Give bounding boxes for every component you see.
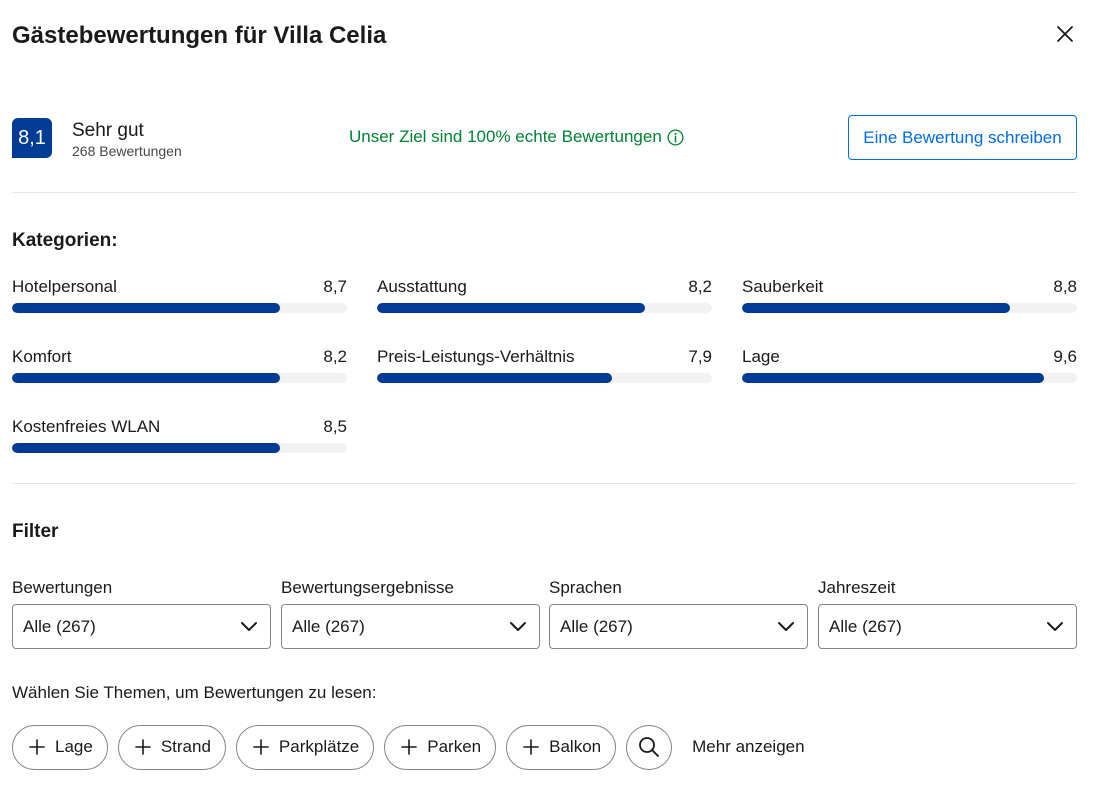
category-ausstattung: Ausstattung 8,2 xyxy=(377,277,712,317)
score-badge: 8,1 xyxy=(12,118,52,158)
filter-label: Sprachen xyxy=(549,578,622,597)
category-bar xyxy=(377,303,712,313)
close-button[interactable] xyxy=(1049,18,1081,50)
category-bar xyxy=(12,443,347,453)
plus-icon xyxy=(401,739,418,755)
topic-chips: Lage Strand Parkplätze Parken Balkon Meh… xyxy=(12,724,805,770)
categories-title: Kategorien: xyxy=(12,230,118,251)
show-more-link[interactable]: Mehr anzeigen xyxy=(692,737,805,756)
category-value: 9,6 xyxy=(1053,347,1077,366)
topic-chip-label: Balkon xyxy=(549,737,602,756)
category-wlan: Kostenfreies WLAN 8,5 xyxy=(12,417,347,457)
category-bar xyxy=(377,373,712,383)
filter-jahreszeit: Jahreszeit Alle (267) xyxy=(818,578,1077,649)
category-value: 8,5 xyxy=(323,417,347,436)
topic-search-button[interactable] xyxy=(626,724,673,770)
category-label: Kostenfreies WLAN xyxy=(12,417,161,436)
category-value: 8,2 xyxy=(323,347,347,366)
filter-select-value: Alle (267) xyxy=(292,616,365,636)
category-bar-fill xyxy=(742,303,1010,313)
filter-label: Bewertungen xyxy=(12,578,113,597)
divider xyxy=(12,192,1077,193)
category-sauberkeit: Sauberkeit 8,8 xyxy=(742,277,1077,317)
category-label: Sauberkeit xyxy=(742,277,824,296)
filter-label: Bewertungsergebnisse xyxy=(281,578,454,597)
review-goal: Unser Ziel sind 100% echte Bewertungen xyxy=(349,127,684,147)
plus-icon xyxy=(135,739,151,755)
filter-select[interactable]: Alle (267) xyxy=(12,604,271,649)
topic-chip-label: Parken xyxy=(427,737,482,756)
info-icon[interactable] xyxy=(667,128,684,146)
plus-icon xyxy=(29,739,45,755)
category-label: Ausstattung xyxy=(377,277,467,296)
close-icon xyxy=(1057,26,1073,42)
category-bar-fill xyxy=(377,373,612,383)
category-bar-fill xyxy=(12,373,280,383)
filter-select-value: Alle (267) xyxy=(560,616,633,636)
category-value: 8,8 xyxy=(1053,277,1077,296)
topic-chip-parken[interactable]: Parken xyxy=(384,724,497,770)
topic-chip-label: Lage xyxy=(55,737,93,756)
review-summary: 8,1 Sehr gut 268 Bewertungen Unser Ziel … xyxy=(12,115,1077,161)
category-bar-fill xyxy=(12,303,280,313)
category-bar xyxy=(742,373,1077,383)
filter-label: Jahreszeit xyxy=(818,578,896,597)
divider xyxy=(12,483,1077,484)
topic-chip-label: Parkplätze xyxy=(278,737,360,756)
topic-chip-balkon[interactable]: Balkon xyxy=(506,724,617,770)
search-icon xyxy=(639,737,660,757)
topic-chip-label: Strand xyxy=(160,737,211,756)
category-bar-fill xyxy=(377,303,645,313)
topics-label: Wählen Sie Themen, um Bewertungen zu les… xyxy=(12,683,377,702)
filter-select-value: Alle (267) xyxy=(23,616,96,636)
filter-select[interactable]: Alle (267) xyxy=(549,604,808,649)
category-value: 8,7 xyxy=(323,277,347,296)
page-title: Gästebewertungen für Villa Celia xyxy=(12,22,387,49)
filter-select[interactable]: Alle (267) xyxy=(818,604,1077,649)
topic-chip-parkplaetze[interactable]: Parkplätze xyxy=(235,724,375,770)
chevron-down-icon xyxy=(241,621,257,631)
category-label: Komfort xyxy=(12,347,72,366)
category-bar xyxy=(12,303,347,313)
category-bar-fill xyxy=(12,443,280,453)
review-goal-text: Unser Ziel sind 100% echte Bewertungen xyxy=(349,127,662,146)
category-hotelpersonal: Hotelpersonal 8,7 xyxy=(12,277,347,317)
category-preis-leistung: Preis-Leistungs-Verhältnis 7,9 xyxy=(377,347,712,387)
plus-icon xyxy=(253,739,269,755)
chevron-down-icon xyxy=(1047,621,1063,631)
category-lage: Lage 9,6 xyxy=(742,347,1077,387)
score-word: Sehr gut xyxy=(72,120,144,141)
filter-select[interactable]: Alle (267) xyxy=(281,604,540,649)
category-bar-fill xyxy=(742,373,1044,383)
filter-sprachen: Sprachen Alle (267) xyxy=(549,578,808,649)
plus-icon xyxy=(523,739,539,755)
category-bar xyxy=(742,303,1077,313)
write-review-button[interactable]: Eine Bewertung schreiben xyxy=(848,115,1077,160)
chevron-down-icon xyxy=(778,621,794,631)
category-komfort: Komfort 8,2 xyxy=(12,347,347,387)
category-value: 7,9 xyxy=(688,347,712,366)
filter-select-value: Alle (267) xyxy=(829,616,902,636)
category-bar xyxy=(12,373,347,383)
chevron-down-icon xyxy=(510,621,526,631)
filter-bewertungsergebnisse: Bewertungsergebnisse Alle (267) xyxy=(281,578,540,649)
review-count: 268 Bewertungen xyxy=(72,143,182,159)
topic-chip-lage[interactable]: Lage xyxy=(12,724,108,770)
topic-chip-strand[interactable]: Strand xyxy=(117,724,226,770)
filter-bewertungen: Bewertungen Alle (267) xyxy=(12,578,271,649)
category-label: Preis-Leistungs-Verhältnis xyxy=(377,347,575,366)
category-label: Lage xyxy=(742,347,780,366)
category-label: Hotelpersonal xyxy=(12,277,117,296)
category-value: 8,2 xyxy=(688,277,712,296)
filter-title: Filter xyxy=(12,521,59,542)
